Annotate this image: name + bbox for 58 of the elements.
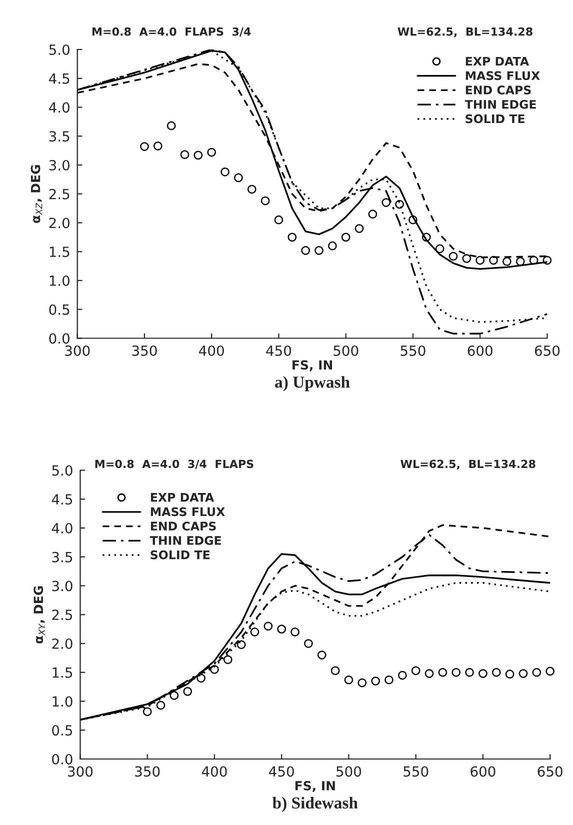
text: b) Sidewash: [272, 796, 358, 812]
y-tick-label: 1.5: [50, 246, 70, 258]
x-tick-label: 400: [202, 766, 227, 777]
y-tick-label: 4.5: [52, 494, 72, 505]
y-axis-title: α$_{XY}$, DEG: [34, 586, 45, 644]
text: M=0.8 A=4.0 FLAPS 3/4: [92, 27, 251, 37]
y-tick-label: 4.0: [49, 102, 70, 113]
y-tick-label: 1.0: [50, 275, 70, 286]
x-tick-label: 600: [468, 345, 492, 356]
legend-label: END CAPS: [150, 522, 216, 531]
y-tick-label: 1.0: [52, 696, 72, 707]
x-tick-label: 400: [199, 345, 224, 356]
y-tick-label: 3.5: [52, 552, 72, 562]
x-tick-label: 450: [269, 766, 294, 777]
legend-label: END CAPS: [466, 86, 531, 94]
x-tick-label: 450: [266, 345, 292, 356]
legend-label: SOLID TE: [466, 114, 524, 124]
text: WL=62.5, BL=134.28: [400, 460, 536, 470]
y-tick-label: 2.5: [49, 188, 70, 200]
y-tick-label: 4.5: [49, 74, 70, 84]
legend-label: EXP DATA: [150, 493, 214, 502]
y-tick-label: 0.0: [49, 333, 70, 344]
x-tick-label: 650: [538, 766, 562, 777]
y-tick-label: 2.5: [52, 610, 72, 620]
y-tick-label: 2.0: [49, 218, 70, 228]
x-tick-label: 350: [132, 345, 157, 356]
x-tick-label: 500: [334, 345, 358, 356]
y-tick-label: 5.0: [49, 44, 70, 55]
x-tick-label: 550: [400, 345, 426, 356]
legend-label: SOLID TE: [150, 550, 210, 560]
y-tick-label: 1.5: [52, 668, 72, 678]
x-tick-label: 300: [65, 345, 90, 356]
y-axis-title: α$_{XZ}$, DEG: [30, 165, 42, 223]
y-tick-label: 0.5: [49, 304, 70, 315]
x-tick-label: 300: [68, 766, 93, 777]
y-tick-label: 2.0: [52, 638, 72, 649]
legend-label: MASS FLUX: [150, 507, 225, 516]
y-tick-label: 0.0: [52, 754, 72, 764]
x-tick-label: 550: [404, 766, 428, 777]
y-tick-label: 4.0: [52, 522, 72, 534]
x-tick-label: 350: [135, 766, 160, 777]
legend-label: EXP DATA: [466, 56, 529, 66]
y-tick-label: 0.5: [52, 725, 72, 736]
legend-label: THIN EDGE: [464, 100, 536, 109]
x-axis-title: FS, IN: [292, 360, 332, 372]
text: M=0.8 A=4.0 3/4 FLAPS: [95, 460, 254, 469]
x-tick-label: 600: [470, 766, 496, 777]
legend-label: MASS FLUX: [466, 71, 540, 80]
text: WL=62.5, BL=134.28: [398, 27, 532, 38]
x-tick-label: 650: [534, 345, 560, 356]
y-tick-label: 3.5: [49, 131, 70, 142]
y-tick-label: 5.0: [52, 465, 72, 476]
y-tick-label: 3.0: [52, 580, 72, 592]
y-tick-label: 3.0: [49, 160, 70, 170]
legend-label: THIN EDGE: [150, 536, 221, 545]
x-axis-title: FS, IN: [295, 780, 335, 792]
text: a) Upwash: [275, 376, 350, 392]
x-tick-label: 500: [336, 766, 362, 777]
